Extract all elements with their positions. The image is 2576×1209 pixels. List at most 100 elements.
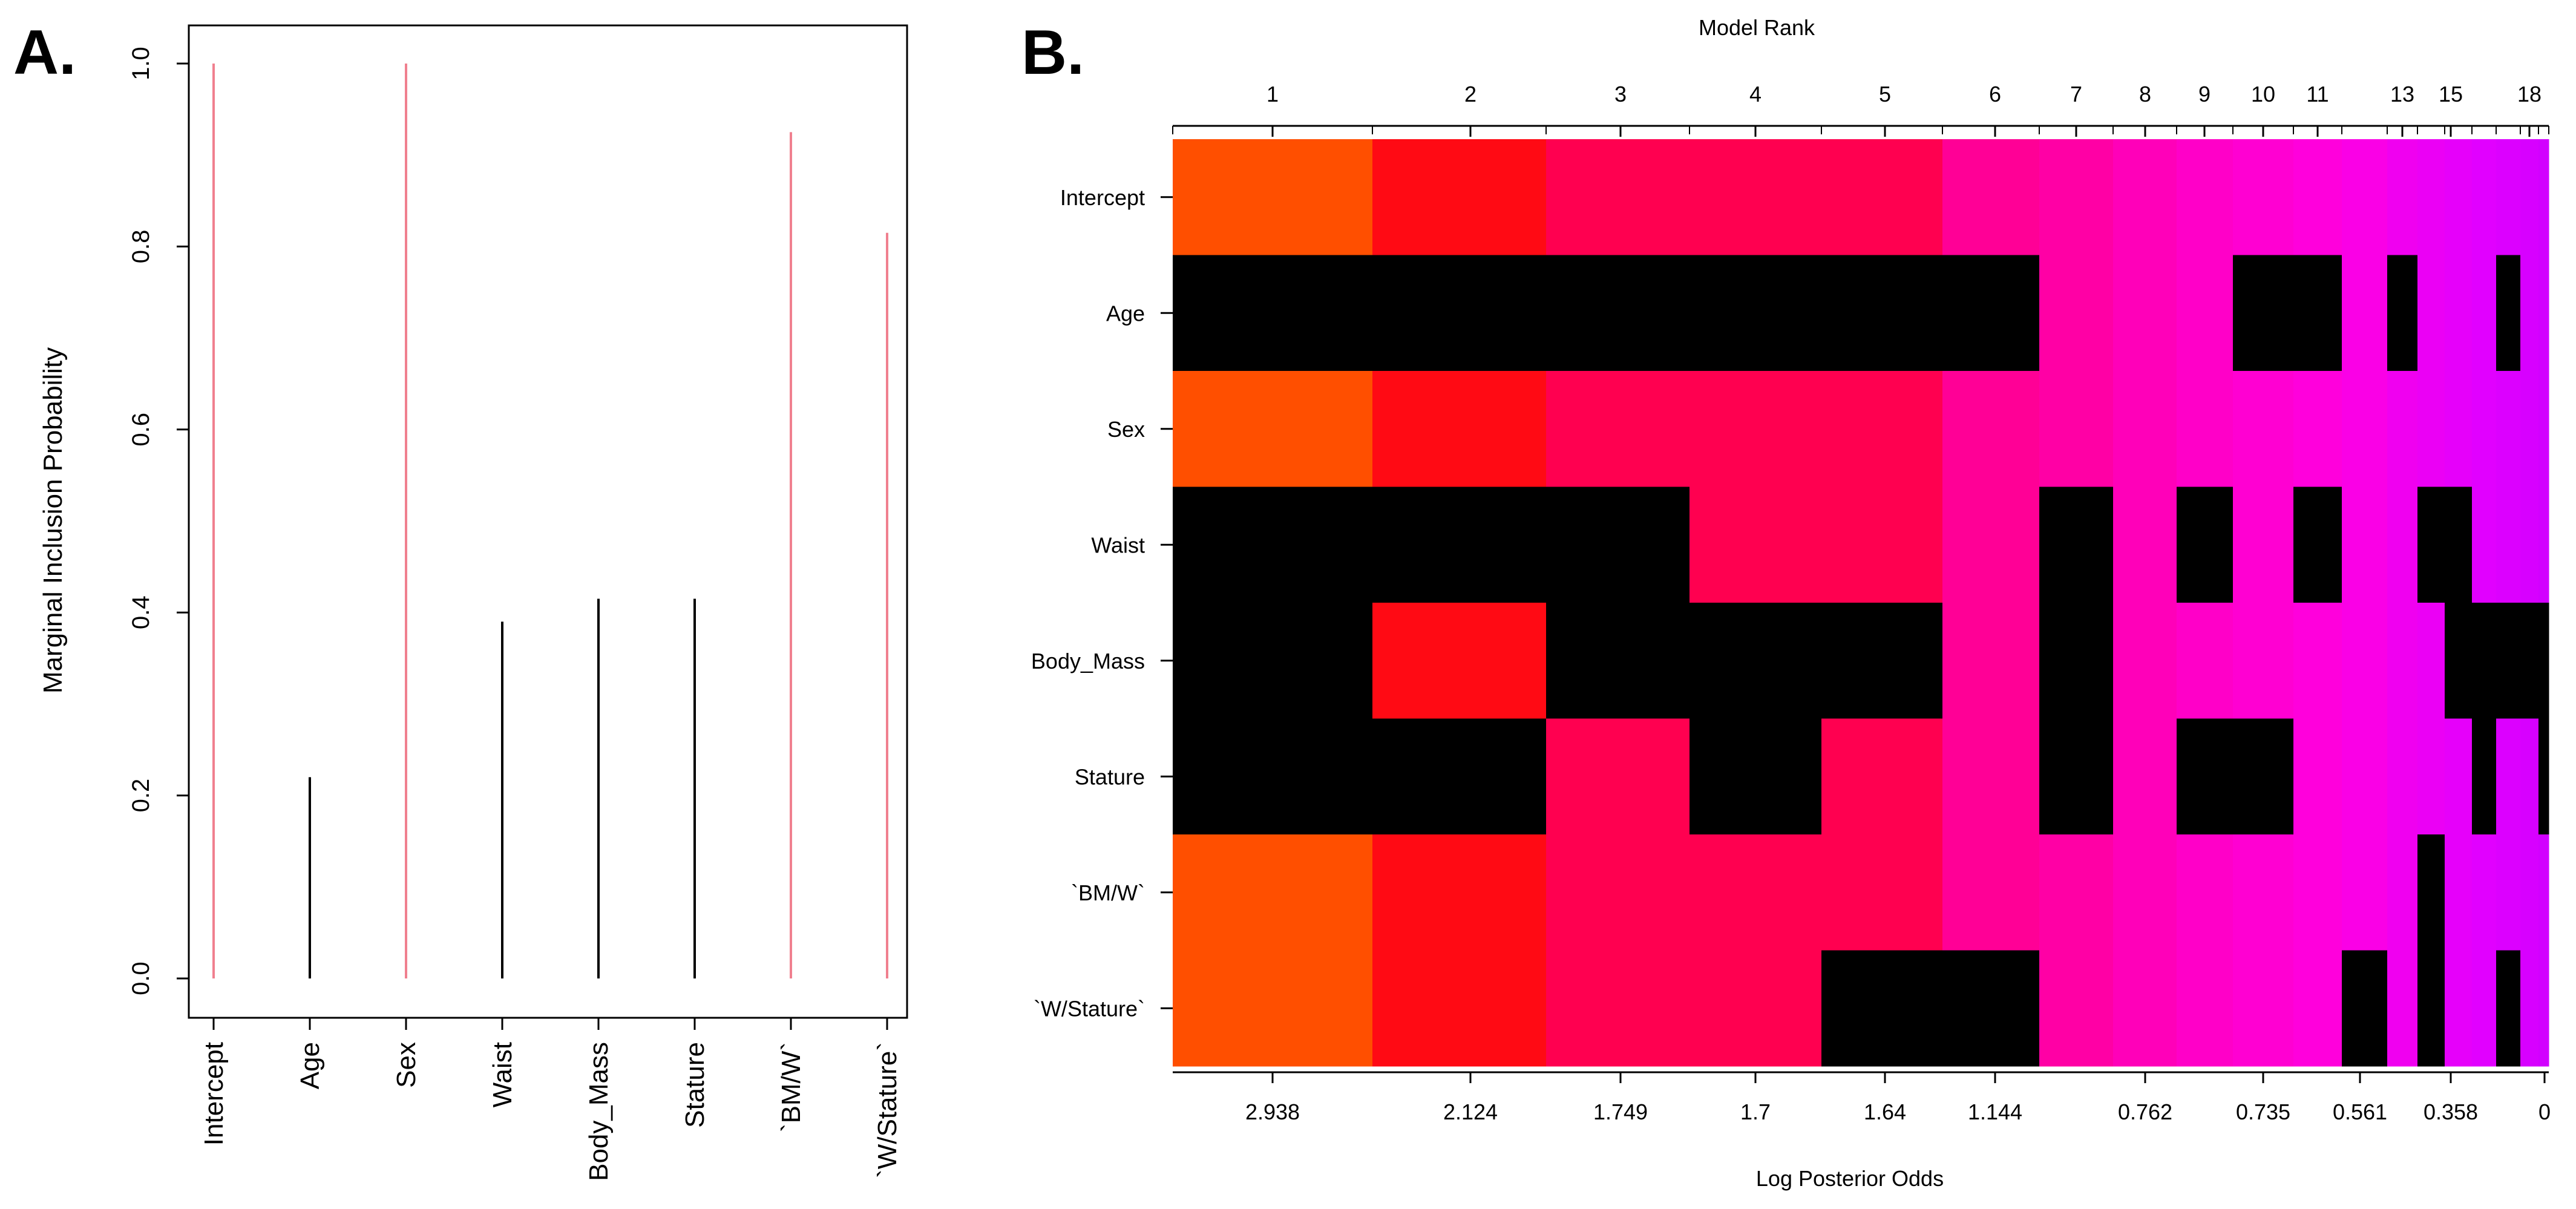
panel-b-bottom-tick-label: 2.938 <box>1245 1099 1300 1124</box>
panel-b-cell <box>2039 255 2114 372</box>
panel-b-top-tick-label: 5 <box>1879 82 1891 106</box>
panel-b-cell <box>2417 950 2445 1067</box>
panel-b-cell <box>2293 834 2342 951</box>
panel-b-cell <box>2342 834 2388 951</box>
panel-b-cell <box>2496 718 2521 835</box>
panel-b-cell <box>2387 834 2418 951</box>
panel-b-cell <box>2039 603 2114 719</box>
panel-b-cell <box>2233 371 2294 487</box>
panel-b-cell <box>2177 139 2234 255</box>
panel-b-top-tick-label: 6 <box>1989 82 2001 106</box>
panel-b-cell <box>2039 950 2114 1067</box>
panel-b-y-tick-label: `BM/W` <box>1071 880 1145 905</box>
panel-b-cell <box>2417 487 2445 603</box>
panel-b-cell <box>2472 834 2497 951</box>
panel-b-chart: Model Rank 1 2 3 4 5 6 7 8 9 10 11 13 15 18 Intercept… <box>1031 15 2551 1191</box>
panel-b-cell <box>1546 718 1690 835</box>
panel-b-top-tick-label: 3 <box>1614 82 1627 106</box>
panel-a-y-tick-label: 0.0 <box>128 962 154 995</box>
panel-b-cell <box>1689 718 1822 835</box>
panel-a-lines <box>212 64 888 978</box>
panel-b-cell <box>2520 603 2539 719</box>
panel-a-y-tick-label: 0.4 <box>128 595 154 629</box>
panel-b-cell <box>2496 255 2521 372</box>
panel-b-cell <box>2177 834 2234 951</box>
panel-b-cell <box>1821 371 1943 487</box>
panel-b-bottom-axis-title: Log Posterior Odds <box>1756 1166 1944 1191</box>
panel-b-cell <box>2520 139 2539 255</box>
panel-b-cell <box>1372 371 1547 487</box>
panel-b-heatmap <box>1173 139 2549 1067</box>
panel-a-x-axis: Intercept Age Sex Waist Body_Mass Stature `BM/… <box>199 1018 902 1181</box>
panel-b-y-tick-label: `W/Stature` <box>1034 996 1145 1021</box>
panel-b-cell <box>2520 371 2539 487</box>
panel-b-cell <box>1821 255 1943 372</box>
panel-b-cell <box>2177 603 2234 719</box>
panel-b-bottom-tick-label: 0.762 <box>2118 1099 2172 1124</box>
panel-a-x-tick-label: Age <box>295 1042 325 1089</box>
panel-b-cell <box>2342 718 2388 835</box>
panel-b-cell <box>1821 718 1943 835</box>
panel-b-top-tick-label: 15 <box>2439 82 2463 106</box>
panel-b-cell <box>2039 487 2114 603</box>
panel-b-cell <box>2293 371 2342 487</box>
panel-a-y-tick-label: 0.2 <box>128 779 154 813</box>
panel-b-bottom-tick-label: 2.124 <box>1443 1099 1498 1124</box>
panel-b-cell <box>2387 255 2418 372</box>
panel-b-cell <box>2520 487 2539 603</box>
panel-b-cell <box>1173 718 1373 835</box>
panel-a-y-tick-label: 1.0 <box>128 47 154 80</box>
panel-b-cell <box>1173 139 1373 255</box>
panel-b-cell <box>2417 718 2445 835</box>
panel-b-cell <box>2520 950 2539 1067</box>
panel-b-cell <box>2342 950 2388 1067</box>
panel-a-label: A. <box>13 18 76 88</box>
panel-b-cell <box>2445 603 2473 719</box>
panel-b-cell <box>1689 950 1822 1067</box>
panel-b-cell <box>2233 139 2294 255</box>
panel-b-cell <box>2520 834 2539 951</box>
panel-b-cell <box>2293 950 2342 1067</box>
panel-b-cell <box>1689 487 1822 603</box>
panel-a-x-tick-label: Sex <box>392 1042 421 1088</box>
panel-b-bottom-tick-label: 0 <box>2538 1099 2551 1124</box>
panel-b-cell <box>1821 950 1943 1067</box>
panel-b-cell <box>2445 950 2473 1067</box>
panel-b-cell <box>2496 603 2521 719</box>
panel-b-cell <box>1821 139 1943 255</box>
panel-b-cell <box>2233 603 2294 719</box>
panel-b-cell <box>1173 603 1373 719</box>
panel-b-cell <box>2039 371 2114 487</box>
panel-b-cell <box>1173 255 1373 372</box>
panel-b-cell <box>2233 950 2294 1067</box>
panel-b-bottom-axis: 2.938 2.124 1.749 1.7 1.64 1.144 0.762 0.735 0.5… <box>1173 1071 2551 1124</box>
panel-b-cell <box>2417 255 2445 372</box>
panel-b-cell <box>1821 603 1943 719</box>
panel-b-cell <box>2113 255 2177 372</box>
panel-b-cell <box>1942 139 2040 255</box>
panel-b-cell <box>2496 950 2521 1067</box>
panel-b-cell <box>2177 255 2234 372</box>
panel-a-x-tick-label: `BM/W` <box>776 1042 806 1132</box>
panel-b-cell <box>2472 718 2497 835</box>
panel-b-cell <box>2496 487 2521 603</box>
panel-b-top-tick-label: 1 <box>1267 82 1279 106</box>
panel-b-cell <box>2387 950 2418 1067</box>
panel-b-y-tick-label: Sex <box>1107 417 1145 442</box>
panel-b-cell <box>1689 139 1822 255</box>
panel-b-cell <box>1372 834 1547 951</box>
panel-b-cell <box>1942 371 2040 487</box>
panel-b-cell <box>1821 487 1943 603</box>
panel-b-cell <box>1173 950 1373 1067</box>
panel-b-cell <box>2293 255 2342 372</box>
panel-b-cell <box>1372 718 1547 835</box>
panel-b-cell <box>1546 487 1690 603</box>
panel-b-cell <box>1821 834 1943 951</box>
panel-b-cell <box>2538 834 2549 951</box>
panel-b-cell <box>1942 487 2040 603</box>
panel-b-cell <box>2538 718 2549 835</box>
panel-b-cell <box>2039 834 2114 951</box>
panel-b-cell <box>2177 487 2234 603</box>
panel-b-top-axis: 1 2 3 4 5 6 7 8 9 10 11 13 15 18 <box>1172 82 2549 137</box>
